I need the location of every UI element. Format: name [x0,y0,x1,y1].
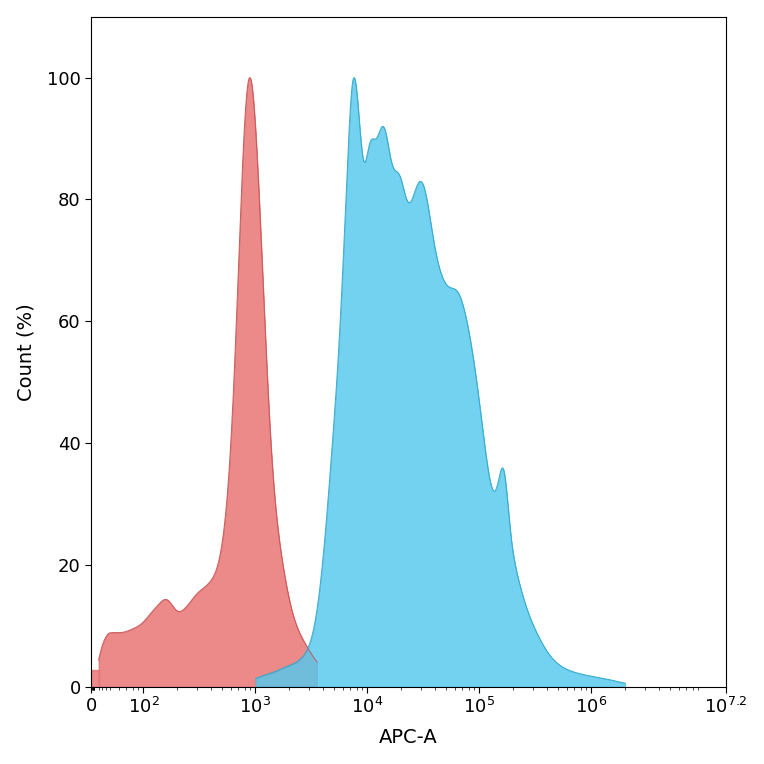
Y-axis label: Count (%): Count (%) [17,303,36,400]
X-axis label: APC-A: APC-A [379,728,438,747]
